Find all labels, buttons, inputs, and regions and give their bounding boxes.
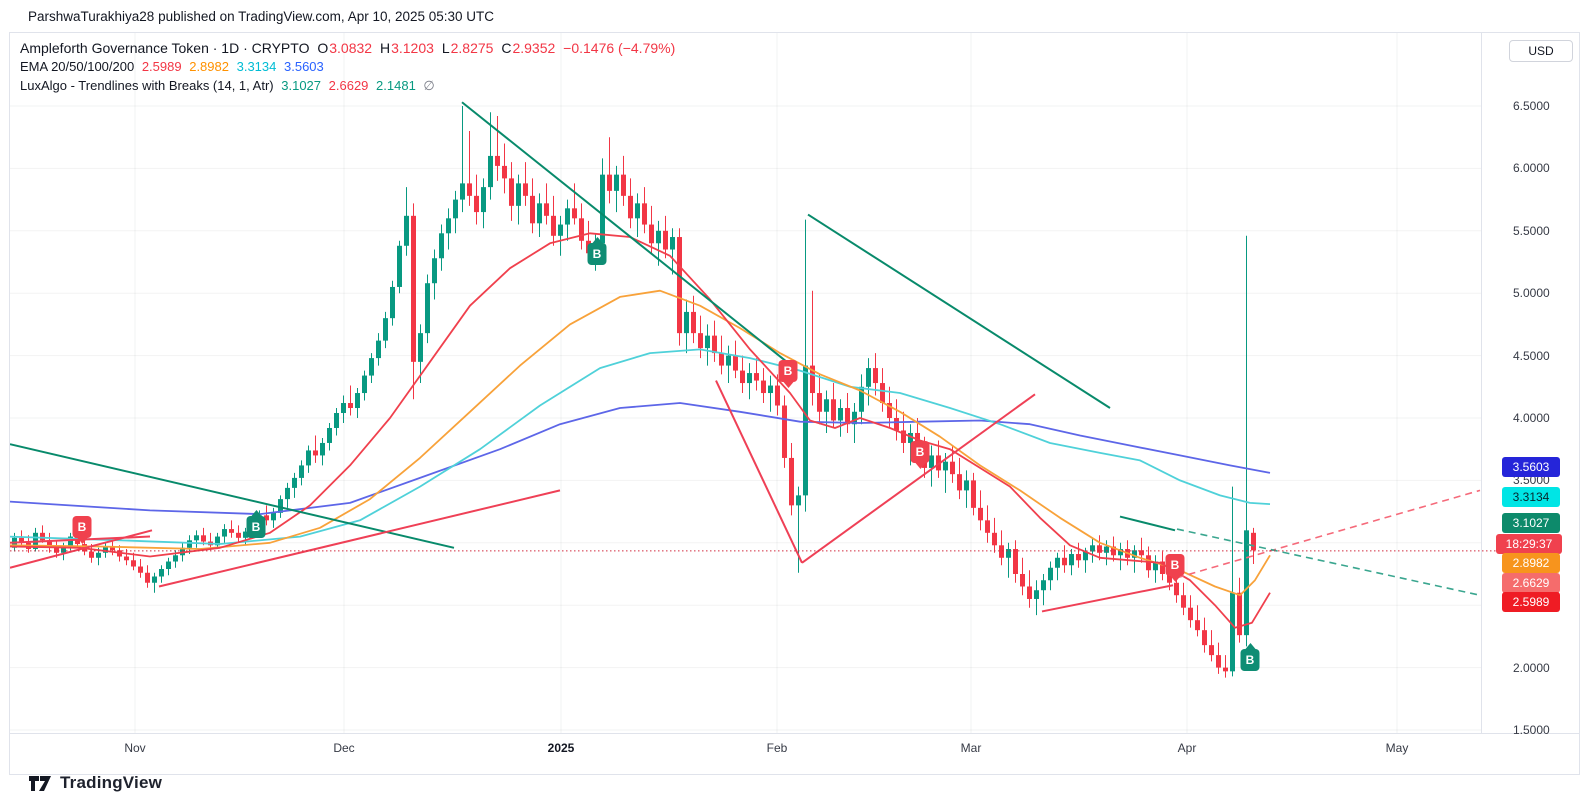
price-tick: 5.0000 xyxy=(1513,286,1550,301)
price-tick: 4.0000 xyxy=(1513,411,1550,425)
legend-ema-row[interactable]: EMA 20/50/100/200 2.5989 2.8982 3.3134 3… xyxy=(20,59,328,74)
low-value: 2.8275 xyxy=(450,40,494,56)
price-badge: 2.6629 xyxy=(1502,573,1560,593)
low-label: L xyxy=(441,40,450,56)
price-badge: 2.5989 xyxy=(1502,592,1560,612)
luxalgo-extra-value: 2.1481 xyxy=(376,78,416,93)
price-tick: 6.0000 xyxy=(1513,161,1550,176)
high-label: H xyxy=(379,40,391,56)
time-label: May xyxy=(1385,741,1409,755)
ema200-value: 3.5603 xyxy=(284,59,324,74)
time-label: Nov xyxy=(124,741,146,755)
luxalgo-lower-value: 2.6629 xyxy=(328,78,369,93)
tradingview-logo-text: TradingView xyxy=(60,773,163,792)
change-value: −0.1476 (−4.79%) xyxy=(563,40,676,56)
time-label: Apr xyxy=(1177,741,1197,755)
price-badge: 2.8982 xyxy=(1502,553,1560,573)
high-value: 3.1203 xyxy=(391,40,434,56)
price-tick: 6.5000 xyxy=(1513,99,1550,113)
break-marker-bear: B xyxy=(1165,554,1185,576)
close-value: 2.9352 xyxy=(512,40,556,56)
break-marker-bear: B xyxy=(910,441,930,463)
price-badge: 18:29:37 xyxy=(1496,534,1562,554)
break-marker-bull: B xyxy=(1240,649,1260,671)
close-label: C xyxy=(501,40,512,56)
published-line: ParshwaTurakhiya28 published on TradingV… xyxy=(28,9,495,24)
time-label: 2025 xyxy=(547,741,575,755)
legend-symbol-row[interactable]: Ampleforth Governance Token · 1D · CRYPT… xyxy=(20,40,679,56)
price-tick: 5.5000 xyxy=(1513,223,1550,238)
open-value: 3.0832 xyxy=(329,40,373,56)
ema20-value: 2.5989 xyxy=(141,59,182,74)
luxalgo-upper-value: 3.1027 xyxy=(281,78,322,93)
break-marker-bull: B xyxy=(587,243,607,265)
price-badge: 3.1027 xyxy=(1502,513,1560,533)
ema-title: EMA 20/50/100/200 xyxy=(20,59,135,74)
ema100-value: 3.3134 xyxy=(236,59,277,74)
tradingview-logo[interactable]: TradingView xyxy=(28,773,162,793)
time-label: Dec xyxy=(333,741,355,755)
price-tick: 2.0000 xyxy=(1513,660,1550,675)
legend-luxalgo-row[interactable]: LuxAlgo - Trendlines with Breaks (14, 1,… xyxy=(20,78,439,94)
price-tick: 4.5000 xyxy=(1513,348,1550,363)
ema50-value: 2.8982 xyxy=(189,59,229,74)
break-marker-bear: B xyxy=(778,360,798,382)
break-marker-bull: B xyxy=(246,516,266,538)
tradingview-logo-icon xyxy=(29,775,51,791)
chart-frame xyxy=(9,32,1580,775)
time-label: Mar xyxy=(960,741,982,755)
price-badge: 3.3134 xyxy=(1502,487,1560,507)
price-badge: 3.5603 xyxy=(1502,457,1560,477)
price-tick: 1.5000 xyxy=(1513,723,1550,737)
luxalgo-title: LuxAlgo - Trendlines with Breaks (14, 1,… xyxy=(20,78,274,93)
currency-button[interactable]: USD xyxy=(1509,40,1573,62)
empty-set-icon: ∅ xyxy=(423,78,435,93)
break-marker-bear: B xyxy=(72,516,92,538)
time-axis[interactable]: Nov Dec 2025 Feb Mar Apr May xyxy=(0,733,1588,775)
open-label: O xyxy=(317,40,329,56)
price-axis-divider xyxy=(1481,33,1482,733)
symbol-title: Ampleforth Governance Token · 1D · CRYPT… xyxy=(20,40,310,56)
time-axis-divider xyxy=(10,733,1580,734)
time-label: Feb xyxy=(766,741,788,755)
